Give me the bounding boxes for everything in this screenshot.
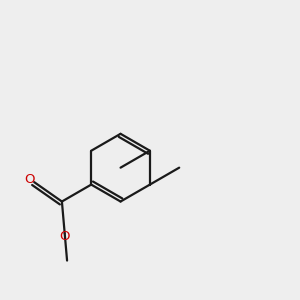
Text: O: O: [25, 172, 35, 186]
Text: O: O: [60, 230, 70, 243]
